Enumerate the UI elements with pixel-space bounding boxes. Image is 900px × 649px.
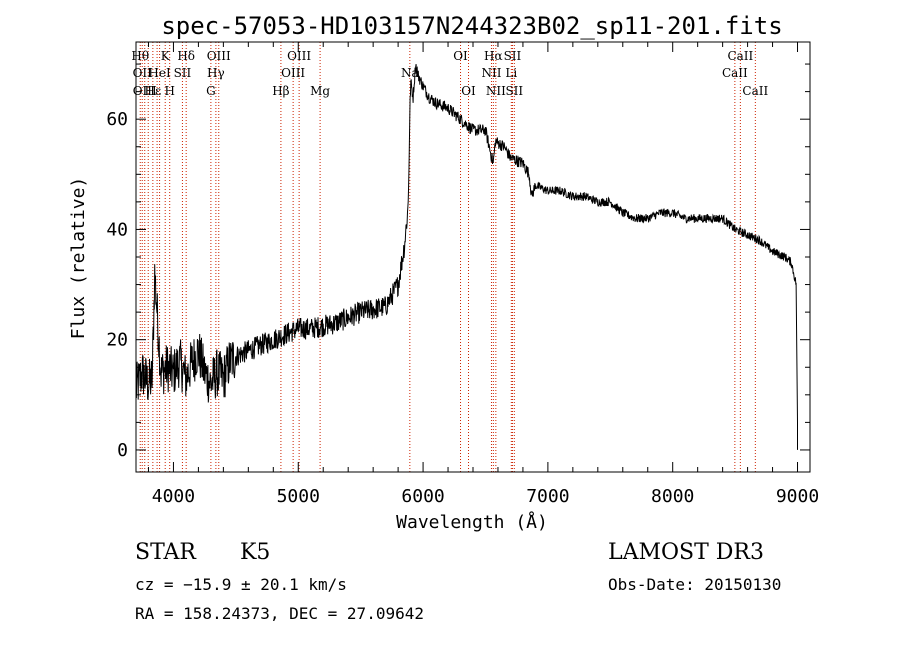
redshift-text: cz = −15.9 ± 20.1 km/s [135, 575, 347, 594]
line-marker-label: OIII [281, 66, 305, 80]
survey-name: LAMOST DR3 [608, 540, 764, 565]
line-marker-label: HeI [148, 66, 171, 80]
line-marker-label: OIII [207, 49, 231, 63]
y-tick-label: 60 [106, 109, 128, 130]
object-class: STAR [135, 540, 196, 565]
coordinates-text: RA = 158.24373, DEC = 27.09642 [135, 604, 424, 623]
line-marker-label: CaII [742, 84, 768, 98]
line-marker-label: OIII [133, 84, 157, 98]
spectrum-line [135, 64, 798, 450]
obs-date-text: Obs-Date: 20150130 [608, 575, 782, 594]
line-marker-labels: HθOIIOIIIHεHeIKHSIIHδGHγOIIIHβOIIIOIIIMg… [131, 49, 768, 98]
x-tick-label: 9000 [776, 486, 819, 507]
plot-frame [135, 41, 811, 473]
line-marker-label: CaII [727, 49, 753, 63]
line-marker-label: H [164, 84, 174, 98]
x-tick-label: 8000 [651, 486, 694, 507]
line-marker-label: OI [461, 84, 476, 98]
line-marker-label: Hγ [207, 66, 225, 80]
x-axis-ticks: 4000 5000 6000 7000 8000 9000 [147, 42, 819, 507]
line-marker-label: CaII [722, 66, 748, 80]
chart-title: spec-57053-HD103157N244323B02_sp11-201.f… [161, 12, 782, 40]
x-tick-label: 4000 [152, 486, 195, 507]
line-marker-label: NII [486, 84, 506, 98]
line-marker-label: SII [505, 84, 523, 98]
line-marker-label: SII [504, 49, 522, 63]
line-marker-label: OI [453, 49, 468, 63]
y-tick-label: 20 [106, 330, 128, 351]
x-axis-label: Wavelength (Å) [396, 511, 548, 533]
line-marker-label: Hθ [131, 49, 149, 63]
x-tick-label: 5000 [277, 486, 320, 507]
line-marker-label: SII [174, 66, 192, 80]
line-marker-label: Li [505, 66, 517, 80]
y-axis-label: Flux (relative) [68, 177, 89, 340]
line-marker-label: Mg [310, 84, 330, 98]
y-axis-ticks: 0 20 40 60 [106, 63, 810, 461]
subclass: K5 [240, 540, 271, 565]
line-marker-label: OIII [287, 49, 311, 63]
line-marker-label: G [206, 84, 216, 98]
line-marker-label: K [161, 49, 171, 63]
line-marker-label: Hβ [272, 84, 289, 98]
y-tick-label: 40 [106, 219, 128, 240]
line-marker-label: OII [133, 66, 153, 80]
x-tick-label: 6000 [401, 486, 444, 507]
x-tick-label: 7000 [526, 486, 569, 507]
y-tick-label: 0 [117, 440, 128, 461]
line-marker-label: Hδ [177, 49, 195, 63]
line-marker-label: Na [401, 66, 419, 80]
line-marker-label: Hε [145, 84, 162, 98]
line-marker-label: Hα [484, 49, 503, 63]
line-marker-label: NII [481, 66, 501, 80]
